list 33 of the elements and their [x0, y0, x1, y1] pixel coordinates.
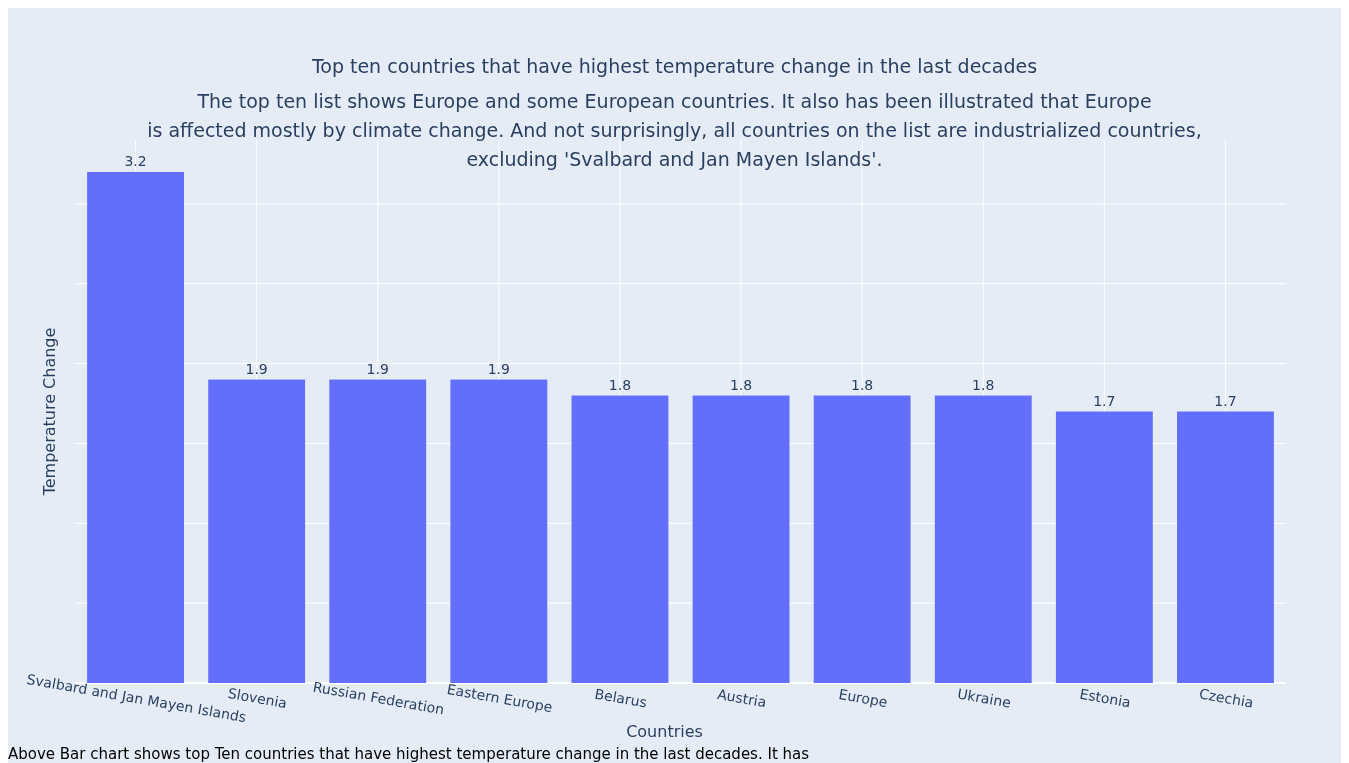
- bar: [208, 379, 306, 683]
- data-label: 1.8: [851, 376, 874, 393]
- x-tick-label: Estonia: [1078, 685, 1132, 711]
- bar: [692, 395, 790, 683]
- x-tick-label: Austria: [716, 685, 768, 711]
- x-tick-label: Ukraine: [956, 685, 1013, 711]
- data-label: 1.8: [729, 376, 753, 393]
- bar: [813, 395, 911, 683]
- y-axis-title: Temperature Change: [40, 327, 59, 497]
- bar: [450, 379, 548, 683]
- x-tick-label: Europe: [837, 685, 889, 711]
- bar: [934, 395, 1032, 683]
- x-tick-label: Belarus: [593, 685, 649, 711]
- bar: [87, 171, 184, 683]
- data-label: 1.8: [972, 376, 995, 393]
- data-label: 1.9: [245, 360, 268, 377]
- bar: [1055, 411, 1153, 683]
- data-label: 1.8: [608, 376, 632, 393]
- text: Above Bar chart shows top Ten countries that have highest temperature change in the last decades. It has: [8, 745, 810, 763]
- x-tick-label: Czechia: [1197, 685, 1255, 711]
- chart-subtitle: The top ten list shows Europe and some European countries. It also has been illustrated that Europe is affected mostly by climate change. And not surprisingly, all countries on the list are industrialized countries, excluding 'Svalbard and Jan Mayen Islands'.: [147, 90, 1202, 170]
- data-label: 1.9: [366, 360, 389, 377]
- data-label: 1.7: [1214, 392, 1237, 409]
- chart-title: Top ten countries that have highest temperature change in the last decades: [310, 55, 1038, 77]
- bar: [329, 379, 427, 683]
- data-label: 1.7: [1093, 392, 1116, 409]
- x-tick-label: Eastern Europe: [445, 680, 554, 716]
- x-axis-title: Countries: [626, 722, 703, 741]
- data-label: 3.2: [124, 152, 147, 169]
- x-tick-label: Russian Federation: [311, 678, 446, 718]
- bar: [1177, 411, 1274, 683]
- data-label: 1.9: [487, 360, 510, 377]
- bar: [571, 395, 669, 683]
